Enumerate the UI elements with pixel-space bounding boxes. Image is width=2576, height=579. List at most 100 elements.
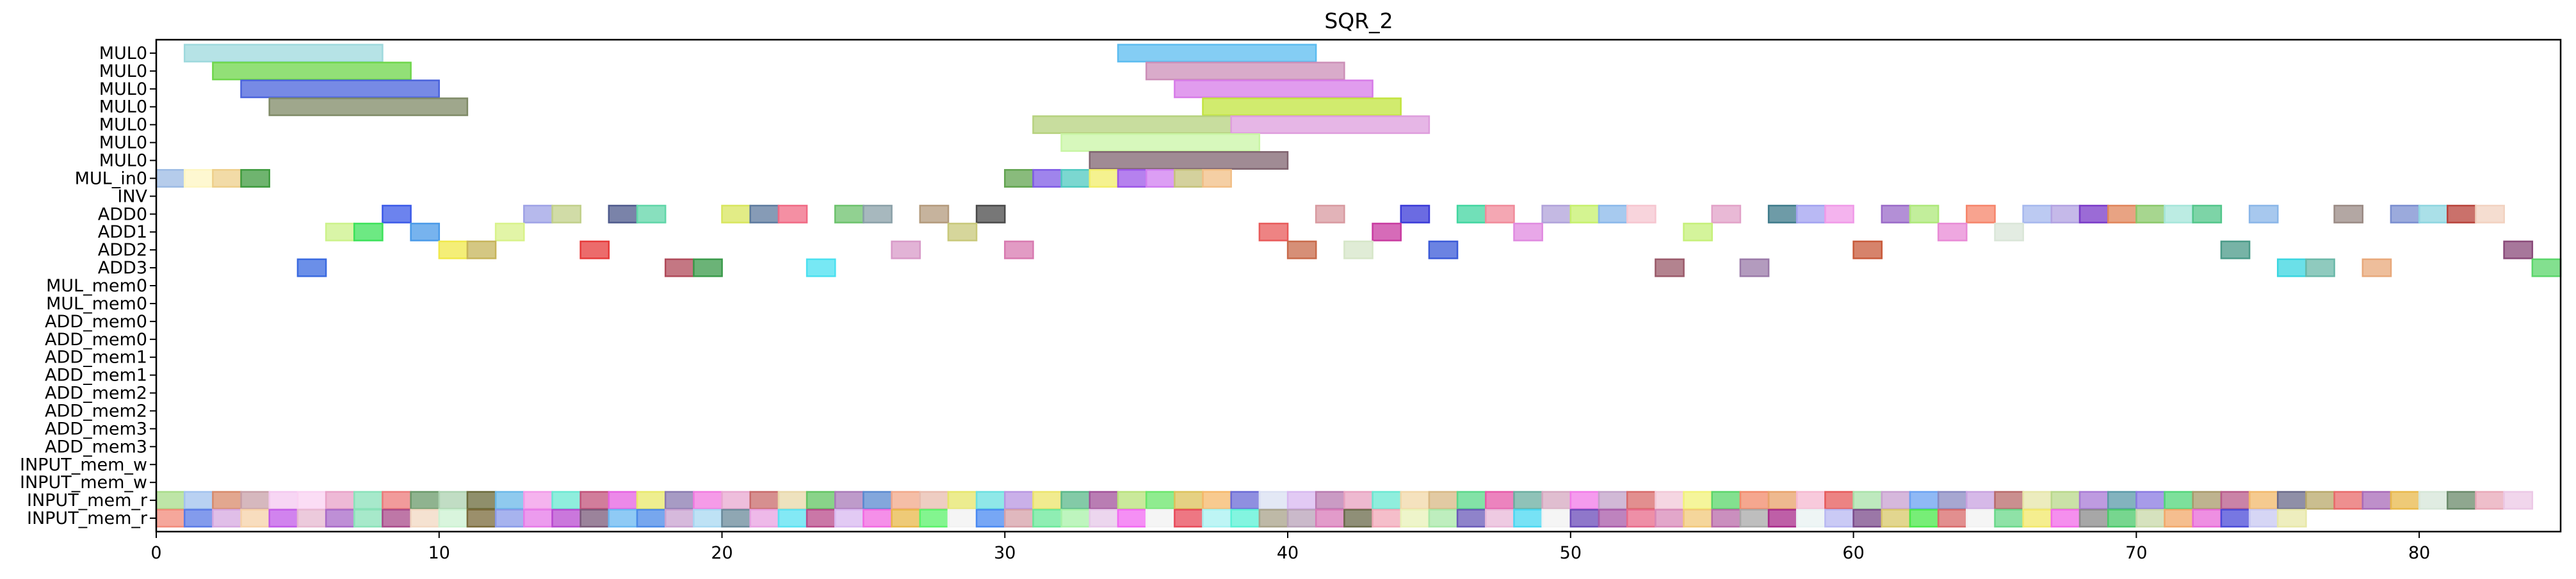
- task-bar: [466, 509, 497, 528]
- plot-frame: [155, 38, 2562, 533]
- task-bar: [1145, 168, 1176, 188]
- task-bar: [2164, 491, 2194, 510]
- task-bar: [2305, 491, 2335, 510]
- task-bar: [1372, 222, 1402, 241]
- task-bar: [240, 509, 270, 528]
- y-tick-label: MUL_in0: [75, 168, 147, 188]
- task-bar: [1400, 204, 1430, 224]
- task-bar: [2220, 491, 2251, 510]
- task-bar: [2078, 204, 2109, 224]
- task-bar: [947, 222, 978, 241]
- task-bar: [2050, 204, 2081, 224]
- task-bar: [1824, 509, 1854, 528]
- task-bar: [353, 491, 384, 510]
- task-bar: [1937, 491, 1968, 510]
- task-bar: [863, 204, 893, 224]
- task-bar: [494, 222, 525, 241]
- y-tick-label: ADD0: [98, 204, 147, 224]
- task-bar: [523, 509, 553, 528]
- y-tick-label: ADD_mem3: [45, 437, 147, 457]
- task-bar: [975, 204, 1006, 224]
- task-bar: [1881, 509, 1911, 528]
- y-tick-label: INPUT_mem_w: [20, 455, 147, 475]
- task-bar: [466, 240, 497, 259]
- task-bar: [1966, 491, 1996, 510]
- task-bar: [1258, 491, 1289, 510]
- task-bar: [834, 509, 864, 528]
- task-bar: [1683, 509, 1713, 528]
- task-bar: [1202, 168, 1232, 188]
- task-bar: [608, 491, 638, 510]
- task-bar: [806, 509, 836, 528]
- y-tick-label: ADD_mem0: [45, 330, 147, 350]
- task-bar: [806, 491, 836, 510]
- task-bar: [1541, 204, 1572, 224]
- task-bar: [1145, 61, 1345, 81]
- task-bar: [1767, 204, 1798, 224]
- task-bar: [410, 222, 441, 241]
- task-bar: [1400, 509, 1430, 528]
- task-bar: [2192, 509, 2223, 528]
- task-bar: [891, 509, 921, 528]
- task-bar: [1739, 258, 1770, 277]
- y-tick-label: MUL0: [99, 44, 147, 63]
- task-bar: [2447, 491, 2477, 510]
- task-bar: [721, 204, 751, 224]
- task-bar: [834, 491, 864, 510]
- task-bar: [919, 204, 950, 224]
- task-bar: [693, 258, 723, 277]
- task-bar: [2107, 491, 2137, 510]
- task-bar: [2022, 509, 2053, 528]
- task-bar: [1881, 491, 1911, 510]
- task-bar: [919, 509, 950, 528]
- task-bar: [1937, 222, 1968, 241]
- task-bar: [212, 61, 412, 81]
- task-bar: [636, 491, 667, 510]
- task-bar: [2248, 509, 2279, 528]
- task-bar: [1230, 115, 1430, 135]
- task-bar: [1937, 509, 1968, 528]
- task-bar: [155, 491, 186, 510]
- task-bar: [1202, 509, 1232, 528]
- task-bar: [2164, 204, 2194, 224]
- task-bar: [721, 491, 751, 510]
- task-bar: [1174, 168, 1204, 188]
- task-bar: [2333, 491, 2364, 510]
- task-bar: [749, 509, 780, 528]
- task-bar: [523, 204, 553, 224]
- task-bar: [2447, 204, 2477, 224]
- task-bar: [494, 509, 525, 528]
- task-bar: [212, 509, 242, 528]
- task-bar: [1655, 491, 1685, 510]
- task-bar: [608, 204, 638, 224]
- task-bar: [1655, 509, 1685, 528]
- task-bar: [2305, 258, 2335, 277]
- task-bar: [693, 491, 723, 510]
- task-bar: [2164, 509, 2194, 528]
- task-bar: [664, 509, 695, 528]
- task-bar: [1286, 491, 1317, 510]
- task-bar: [1739, 509, 1770, 528]
- task-bar: [1400, 491, 1430, 510]
- task-bar: [240, 79, 440, 99]
- task-bar: [494, 491, 525, 510]
- task-bar: [325, 491, 355, 510]
- x-tick-label: 30: [994, 543, 1016, 563]
- task-bar: [410, 491, 441, 510]
- task-bar: [721, 509, 751, 528]
- task-bar: [1456, 509, 1487, 528]
- task-bar: [1909, 491, 1940, 510]
- task-bar: [579, 509, 610, 528]
- y-tick-label: ADD1: [98, 222, 147, 242]
- x-axis: 0 10 20 30 40 50 60 70 80: [150, 532, 2430, 563]
- task-bar: [1286, 240, 1317, 259]
- task-bar: [1824, 491, 1854, 510]
- task-bar: [1004, 168, 1034, 188]
- task-bar: [1767, 491, 1798, 510]
- task-bar: [1598, 204, 1628, 224]
- task-bar: [1569, 491, 1600, 510]
- task-bar: [2248, 491, 2279, 510]
- task-bar: [1795, 509, 1826, 528]
- task-bar: [551, 491, 581, 510]
- bars-layer: [155, 44, 2562, 528]
